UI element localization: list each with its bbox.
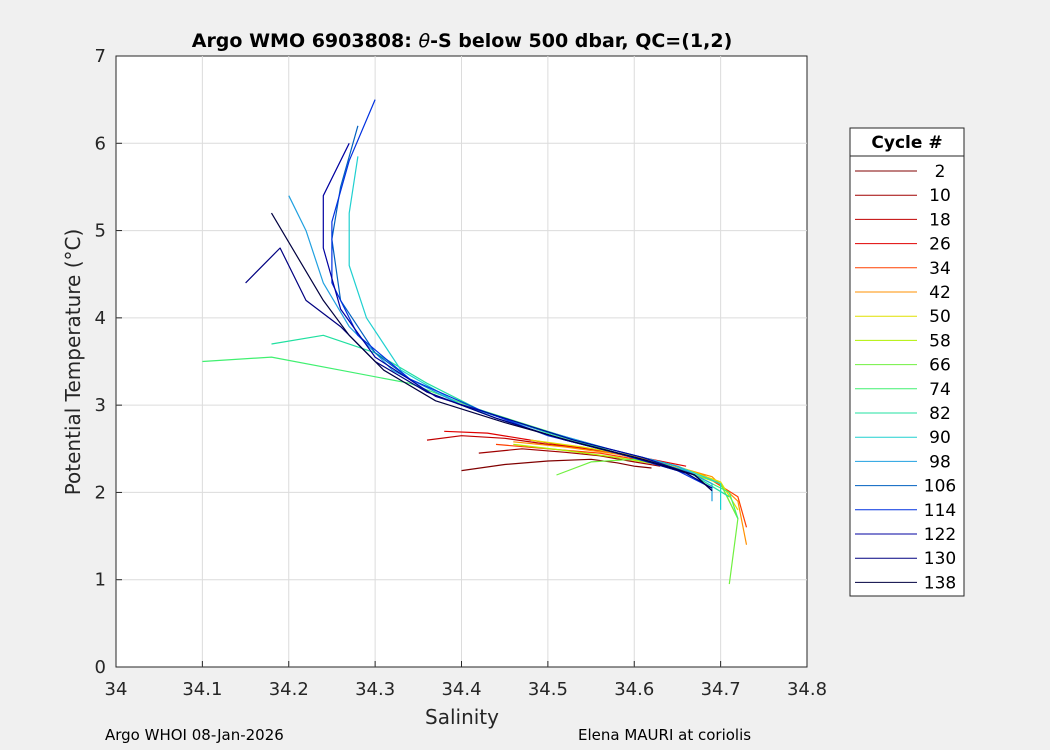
y-tick-label: 1 (95, 570, 106, 591)
legend-label-cycle-26: 26 (929, 235, 951, 255)
x-tick-label: 34.3 (355, 679, 395, 700)
y-tick-label: 2 (95, 482, 106, 503)
chart-title-prefix: Argo WMO 6903808: (192, 30, 419, 52)
legend-label-cycle-50: 50 (929, 307, 951, 327)
footer-left-credit: Argo WHOI 08-Jan-2026 (105, 726, 284, 744)
y-tick-label: 5 (95, 221, 106, 242)
series-layer (202, 99, 748, 585)
axis-ticks: 34 34.1 34.2 34.3 34.4 34.5 34.6 34.7 34.8012345… (95, 46, 827, 700)
legend-label-cycle-34: 34 (929, 259, 951, 279)
x-tick-label: 34.2 (269, 679, 309, 700)
chart-title: Argo WMO 6903808: θ-S below 500 dbar, QC… (192, 30, 733, 52)
x-axis-label: Salinity (425, 705, 499, 729)
legend-label-cycle-122: 122 (924, 525, 956, 545)
chart-title-symbol: θ (418, 30, 430, 52)
series-line-cycle-2 (461, 458, 652, 472)
legend-label-cycle-90: 90 (929, 428, 951, 448)
x-tick-label: 34.7 (701, 679, 741, 700)
legend-label-cycle-74: 74 (929, 380, 951, 400)
legend-label-cycle-18: 18 (929, 210, 951, 230)
legend: Cycle # 2 10 18 26 34 42 50 58 66 74 82 90 98 106 114 1… (849, 127, 965, 597)
legend-box (849, 127, 965, 597)
x-tick-label: 34.8 (787, 679, 827, 700)
series-line-cycle-122 (322, 143, 713, 492)
legend-label-cycle-82: 82 (929, 404, 951, 424)
legend-label-cycle-130: 130 (924, 549, 956, 569)
y-tick-label: 0 (95, 657, 106, 678)
legend-label-cycle-2: 2 (935, 162, 946, 182)
y-axis-label: Potential Temperature (°C) (61, 229, 85, 496)
legend-title: Cycle # (871, 133, 942, 153)
series-line-cycle-130 (245, 247, 713, 489)
series-line-cycle-138 (270, 212, 713, 492)
y-tick-label: 6 (95, 133, 106, 154)
x-tick-label: 34.4 (441, 679, 481, 700)
legend-label-cycle-98: 98 (929, 452, 951, 472)
chart-title-suffix: -S below 500 dbar, QC=(1,2) (430, 30, 732, 52)
footer-right-credit: Elena MAURI at coriolis (578, 726, 752, 744)
legend-label-cycle-10: 10 (929, 186, 951, 206)
x-tick-label: 34.6 (614, 679, 654, 700)
legend-label-cycle-58: 58 (929, 331, 951, 351)
x-tick-label: 34 (105, 679, 128, 700)
legend-label-cycle-138: 138 (924, 573, 956, 593)
legend-label-cycle-66: 66 (929, 356, 951, 376)
x-tick-label: 34.5 (528, 679, 568, 700)
y-tick-label: 3 (95, 395, 106, 416)
legend-entries: 2 10 18 26 34 42 50 58 66 74 82 90 98 106 114 122 130 138 (855, 162, 956, 593)
series-line-cycle-10 (478, 448, 661, 467)
legend-label-cycle-106: 106 (924, 477, 956, 497)
x-tick-label: 34.1 (182, 679, 222, 700)
legend-label-cycle-114: 114 (924, 501, 956, 521)
legend-label-cycle-42: 42 (929, 283, 951, 303)
y-tick-label: 7 (95, 46, 106, 67)
y-tick-label: 4 (95, 308, 106, 329)
